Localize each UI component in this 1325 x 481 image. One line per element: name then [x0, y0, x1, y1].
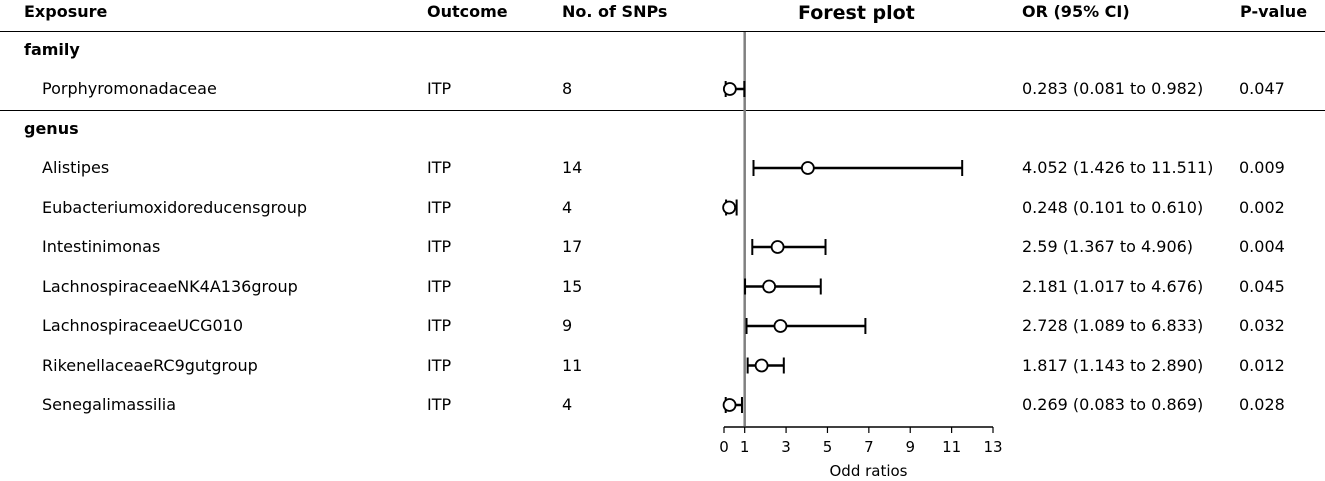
snps-cell: 8 — [562, 79, 573, 98]
outcome-cell: ITP — [427, 355, 452, 375]
outcome-cell: ITP — [427, 395, 452, 414]
or-point — [722, 398, 737, 412]
header-divider — [0, 31, 1325, 32]
outcome-cell: ITP — [427, 158, 452, 177]
or-point — [770, 240, 785, 254]
group-divider — [0, 110, 1325, 111]
or-point — [800, 161, 815, 175]
header-pvalue: P-value — [1240, 2, 1308, 21]
exposure-cell: Alistipes — [42, 158, 110, 177]
outcome-cell: ITP — [427, 79, 452, 98]
x-tick-label: 7 — [864, 438, 874, 456]
x-tick-label: 5 — [823, 438, 833, 456]
outcome-cell: ITP — [427, 316, 452, 335]
x-axis-label: Odd ratios — [829, 462, 907, 480]
exposure-cell: RikenellaceaeRC9gutgroup — [42, 355, 258, 375]
header-outcome: Outcome — [427, 2, 508, 21]
or-point — [722, 82, 737, 96]
snps-cell: 15 — [562, 276, 583, 296]
group-label: family — [24, 40, 80, 59]
x-tick-label: 11 — [942, 438, 961, 456]
pvalue-cell: 0.028 — [1239, 395, 1285, 414]
pvalue-cell: 0.012 — [1239, 355, 1285, 375]
x-tick-label: 1 — [740, 438, 750, 456]
header-plot-title: Forest plot — [798, 2, 915, 24]
or-cell: 1.817 (1.143 to 2.890) — [1022, 355, 1204, 375]
or-cell: 2.728 (1.089 to 6.833) — [1022, 316, 1204, 335]
x-tick-label: 9 — [905, 438, 915, 456]
exposure-cell: Porphyromonadaceae — [42, 79, 217, 98]
pvalue-cell: 0.002 — [1239, 197, 1285, 217]
snps-cell: 4 — [562, 197, 573, 217]
header-snps: No. of SNPs — [562, 2, 668, 21]
or-point — [762, 279, 777, 294]
exposure-cell: Eubacteriumoxidoreducensgroup — [42, 197, 307, 217]
outcome-cell: ITP — [427, 237, 452, 256]
or-point — [773, 319, 788, 333]
pvalue-cell: 0.004 — [1239, 237, 1285, 256]
exposure-cell: Senegalimassilia — [42, 395, 177, 414]
pvalue-cell: 0.009 — [1239, 158, 1285, 177]
exposure-cell: LachnospiraceaeUCG010 — [42, 316, 244, 335]
x-tick-label: 3 — [781, 438, 791, 456]
pvalue-cell: 0.032 — [1239, 316, 1285, 335]
or-point — [754, 358, 769, 373]
group-label: genus — [24, 119, 79, 138]
pvalue-cell: 0.047 — [1239, 79, 1285, 98]
or-cell: 2.59 (1.367 to 4.906) — [1022, 237, 1194, 256]
or-cell: 4.052 (1.426 to 11.511) — [1022, 158, 1214, 177]
or-point — [722, 200, 737, 215]
or-cell: 0.283 (0.081 to 0.982) — [1022, 79, 1204, 98]
x-tick-label: 0 — [719, 438, 729, 456]
snps-cell: 9 — [562, 316, 573, 335]
snps-cell: 4 — [562, 395, 573, 414]
pvalue-cell: 0.045 — [1239, 276, 1285, 296]
outcome-cell: ITP — [427, 276, 452, 296]
or-cell: 0.248 (0.101 to 0.610) — [1022, 197, 1204, 217]
outcome-cell: ITP — [427, 197, 452, 217]
snps-cell: 14 — [562, 158, 583, 177]
snps-cell: 11 — [562, 355, 583, 375]
header-or: OR (95% CI) — [1022, 2, 1130, 21]
snps-cell: 17 — [562, 237, 583, 256]
x-tick-label: 13 — [983, 438, 1002, 456]
header-exposure: Exposure — [24, 2, 108, 21]
exposure-cell: LachnospiraceaeNK4A136group — [42, 276, 298, 296]
or-cell: 0.269 (0.083 to 0.869) — [1022, 395, 1204, 414]
exposure-cell: Intestinimonas — [42, 237, 161, 256]
or-cell: 2.181 (1.017 to 4.676) — [1022, 276, 1204, 296]
